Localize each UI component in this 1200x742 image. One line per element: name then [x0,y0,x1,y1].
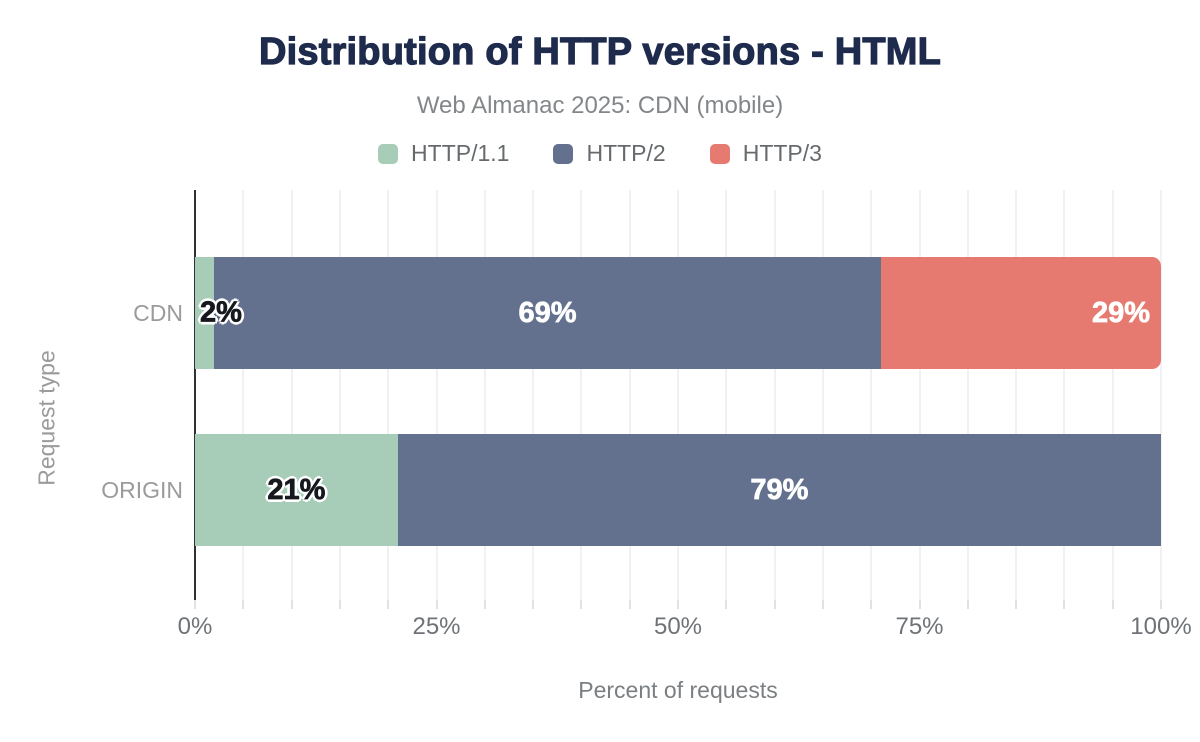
bar-segment-cdn-http-3[interactable]: 29% [880,257,1161,369]
x-tick-label: 25% [412,613,461,640]
bar-segment-origin-http-2[interactable]: 79% [397,434,1161,546]
gridline [773,190,776,600]
x-tick-label: 0% [177,613,213,640]
x-axis-tick [1063,600,1066,609]
y-axis-title: Request type [33,350,60,486]
bar-row-origin: 21% 79% [195,434,1161,546]
x-axis-tick [677,600,679,609]
gridline [725,190,728,600]
plot-area: 2% 69% 29% 21% 79% [195,190,1162,600]
x-axis-tick [194,600,196,609]
legend-item-http-3[interactable]: HTTP/3 [709,140,822,167]
gridline [435,190,438,600]
gridline [387,190,390,600]
x-axis-tick [725,600,728,609]
gridline [580,190,583,600]
legend-label: HTTP/3 [742,140,822,166]
gridline [1160,190,1162,600]
x-tick-label: 50% [653,613,703,640]
x-axis-tick [580,600,583,609]
gridline [1111,190,1114,600]
chart-title: Distribution of HTTP versions - HTML [258,30,942,73]
legend-label: HTTP/2 [586,140,666,166]
legend-label: HTTP/1.1 [411,140,510,166]
x-tick-label: 100% [1130,613,1192,640]
bar-value-label: 21% [267,473,326,506]
gridline [821,190,824,600]
gridline [870,190,873,600]
x-axis-tick [532,600,535,609]
x-axis-tick [290,600,293,609]
x-axis-tick [821,600,824,609]
legend-swatch-http-3 [709,143,730,164]
x-axis-tick-labels: 0% 25% 50% 75% 100% [178,613,1192,643]
x-axis-tick [628,600,631,609]
legend-swatch-http-1-1 [378,143,399,164]
bar-value-label: 79% [750,473,809,506]
x-axis-tick [1015,600,1018,609]
x-axis-tick [435,600,438,609]
x-axis-tick [483,600,486,609]
gridline [918,190,921,600]
x-axis-tick [918,600,921,609]
bar-segment-cdn-http-1-1[interactable] [195,257,215,369]
bar-value-label: 2% [200,296,243,329]
y-axis-line [194,190,196,609]
gridline [532,190,535,600]
x-axis-tick [242,600,245,609]
gridline [338,190,341,600]
x-axis-tick [338,600,341,609]
x-axis-tick [773,600,776,609]
bar-segment-origin-http-1-1[interactable]: 21% [195,434,398,546]
x-axis-tick [387,600,390,609]
gridline [242,190,245,600]
x-axis-tick [966,600,969,609]
x-tick-label: 75% [895,613,944,640]
bar-segment-cdn-http-2[interactable]: 69% [214,257,881,369]
chart-subtitle: Web Almanac 2025: CDN (mobile) [416,92,784,119]
gridline [290,190,293,600]
gridline [1015,190,1018,600]
gridline [966,190,969,600]
gridline [483,190,486,600]
legend-item-http-1-1[interactable]: HTTP/1.1 [378,140,509,167]
x-axis-title: Percent of requests [578,677,778,703]
x-axis-ticks [194,600,1162,609]
bar-row-cdn: 2% 69% 29% [195,257,1161,369]
legend-swatch-http-2 [553,143,574,164]
gridline [628,190,631,600]
legend-item-http-2[interactable]: HTTP/2 [553,140,666,167]
legend: HTTP/1.1 HTTP/2 HTTP/3 [0,140,1200,167]
x-axis-tick [870,600,873,609]
x-axis-tick [1160,600,1162,609]
y-category-label-origin: ORIGIN [101,477,183,503]
bar-value-label: 29% [1091,296,1151,329]
bar-value-label: 69% [518,296,577,329]
gridline [1063,190,1066,600]
x-axis-tick [1111,600,1114,609]
y-category-label-cdn: CDN [133,300,183,326]
gridline [677,190,679,600]
